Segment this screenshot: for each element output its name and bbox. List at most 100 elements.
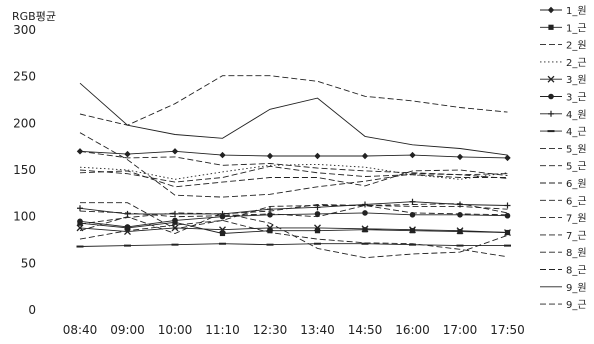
data-point-marker (362, 227, 368, 233)
series-8 (76, 242, 511, 248)
x-axis-ticks: 08:40 09:00 10:00 11:10 12:30 13:40 14:50 16:00… (63, 323, 525, 337)
data-point-marker (172, 210, 178, 217)
data-point-marker (362, 201, 368, 208)
legend-item: 6_원 (540, 178, 587, 190)
series-6 (77, 210, 511, 230)
legend-item: 2_근 (540, 58, 587, 69)
legend-item: 6_근 (540, 196, 587, 207)
legend-item: 3_원 (540, 74, 587, 86)
data-point-marker (314, 224, 321, 232)
series-line (79, 165, 508, 183)
data-point-marker (314, 152, 321, 160)
legend-item: 4_원 (540, 109, 587, 121)
x-tick-label: 11:10 (205, 323, 240, 337)
series-10 (79, 169, 508, 188)
data-point-marker (124, 228, 131, 236)
y-tick-label: 250 (13, 70, 36, 84)
legend-label: 3_원 (566, 74, 587, 86)
series-1 (76, 148, 511, 162)
data-point-marker (171, 148, 179, 155)
legend-item: 9_근 (540, 300, 587, 311)
data-point-marker (409, 228, 416, 234)
series-line (79, 82, 508, 156)
legend-label: 8_근 (566, 266, 587, 277)
series-15 (79, 212, 508, 259)
legend-label: 3_근 (566, 93, 587, 104)
series-7 (77, 198, 511, 217)
data-point-marker (267, 228, 273, 234)
legend-label: 4_원 (566, 109, 587, 121)
legend-label: 8_원 (566, 247, 587, 259)
x-tick-label: 10:00 (158, 323, 193, 337)
y-tick-label: 100 (13, 210, 36, 224)
legend-item: 7_근 (540, 231, 587, 242)
legend-label: 1_근 (566, 23, 587, 34)
legend-marker (548, 93, 554, 100)
data-point-marker (361, 152, 369, 160)
series-lines (76, 75, 511, 259)
data-point-marker (504, 212, 511, 219)
legend-item: 1_근 (540, 23, 587, 34)
legend-item: 5_근 (540, 162, 587, 173)
legend-label: 2_원 (566, 40, 587, 52)
legend-item: 8_원 (540, 247, 587, 259)
legend-item: 5_원 (540, 143, 587, 155)
data-point-marker (409, 198, 416, 205)
data-point-marker (314, 211, 321, 217)
series-line (79, 150, 508, 176)
legend-label: 6_근 (566, 196, 587, 207)
series-line (80, 202, 508, 230)
series-line (79, 243, 508, 247)
series-3 (79, 75, 508, 126)
series-18 (79, 132, 508, 198)
data-point-marker (124, 224, 131, 230)
data-point-marker (456, 153, 464, 161)
legend-label: 9_원 (566, 282, 587, 294)
legend-label: 4_근 (566, 127, 587, 138)
data-point-marker (457, 229, 463, 235)
series-5 (76, 224, 511, 236)
legend-marker (548, 110, 554, 117)
data-point-marker (504, 154, 511, 162)
x-tick-label: 09:00 (110, 323, 145, 337)
data-point-marker (171, 224, 179, 232)
legend-label: 9_근 (566, 300, 587, 311)
data-point-marker (362, 210, 368, 216)
data-point-marker (409, 212, 416, 218)
data-point-marker (77, 205, 83, 212)
data-point-marker (77, 218, 83, 225)
y-tick-label: 300 (13, 23, 36, 37)
y-tick-label: 50 (21, 256, 36, 270)
x-tick-label: 17:00 (443, 323, 478, 337)
series-line (79, 169, 508, 188)
y-axis-ticks: 0 50 100 150 200 250 300 (13, 23, 36, 317)
data-point-marker (266, 224, 274, 232)
legend-marker (547, 6, 555, 14)
x-tick-label: 16:00 (395, 323, 430, 337)
data-point-marker (219, 226, 226, 234)
data-point-marker (267, 212, 273, 218)
series-line (79, 75, 508, 126)
series-17 (79, 82, 508, 156)
data-point-marker (314, 228, 321, 234)
data-point-marker (361, 225, 369, 233)
x-tick-label: 17:50 (490, 323, 525, 337)
legend-item: 8_근 (540, 266, 587, 277)
series-9 (79, 150, 508, 176)
legend-label: 1_원 (566, 5, 587, 17)
legend-marker (548, 24, 554, 30)
legend-label: 5_원 (566, 143, 587, 155)
x-tick-label: 08:40 (63, 323, 98, 337)
data-point-marker (504, 229, 511, 236)
legend-item: 7_원 (540, 213, 587, 225)
y-axis-title: RGB평균 (12, 10, 56, 23)
legend-item: 3_근 (540, 93, 587, 104)
series-line (79, 150, 508, 159)
data-point-marker (456, 227, 464, 235)
series-16 (79, 165, 508, 183)
data-point-marker (124, 150, 131, 158)
legend-label: 7_근 (566, 231, 587, 242)
series-line (79, 212, 508, 259)
legend-label: 7_원 (566, 213, 587, 225)
